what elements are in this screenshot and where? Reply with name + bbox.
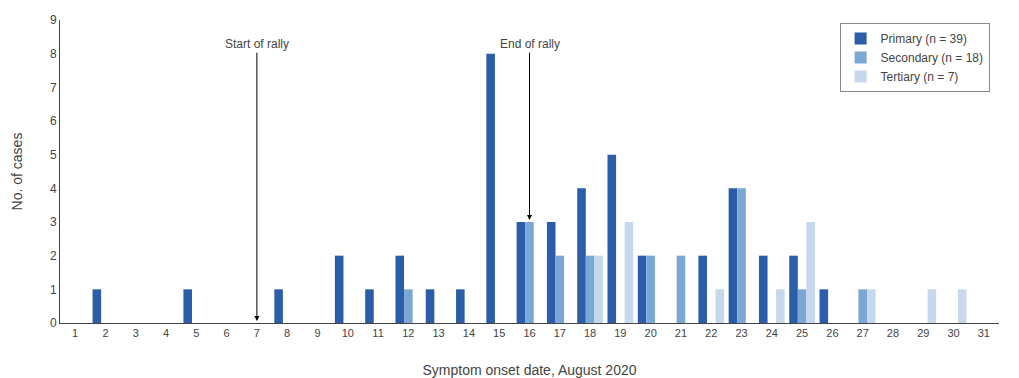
svg-text:9: 9	[314, 327, 320, 339]
svg-text:4: 4	[50, 182, 57, 196]
svg-text:14: 14	[463, 327, 475, 339]
svg-text:13: 13	[433, 327, 445, 339]
svg-text:25: 25	[796, 327, 808, 339]
svg-text:7: 7	[254, 327, 260, 339]
svg-text:20: 20	[645, 327, 657, 339]
svg-text:22: 22	[705, 327, 717, 339]
svg-text:Primary (n = 39): Primary (n = 39)	[881, 32, 967, 46]
svg-text:Symptom onset date, August 202: Symptom onset date, August 2020	[422, 362, 636, 378]
svg-text:31: 31	[978, 327, 990, 339]
svg-text:8: 8	[284, 327, 290, 339]
svg-text:1: 1	[50, 283, 57, 297]
svg-text:7: 7	[50, 81, 57, 95]
svg-text:1: 1	[72, 327, 78, 339]
svg-text:9: 9	[50, 13, 57, 27]
svg-text:12: 12	[402, 327, 414, 339]
svg-text:27: 27	[857, 327, 869, 339]
svg-text:Tertiary (n = 7): Tertiary (n = 7)	[881, 70, 959, 84]
svg-text:10: 10	[342, 327, 354, 339]
svg-text:6: 6	[224, 327, 230, 339]
svg-text:29: 29	[917, 327, 929, 339]
svg-text:23: 23	[735, 327, 747, 339]
svg-text:4: 4	[163, 327, 169, 339]
svg-text:24: 24	[766, 327, 778, 339]
svg-text:2: 2	[102, 327, 108, 339]
svg-text:15: 15	[493, 327, 505, 339]
svg-text:Start of rally: Start of rally	[225, 37, 289, 51]
svg-text:6: 6	[50, 114, 57, 128]
svg-text:30: 30	[947, 327, 959, 339]
svg-text:16: 16	[523, 327, 535, 339]
svg-text:11: 11	[372, 327, 383, 339]
svg-text:3: 3	[133, 327, 139, 339]
svg-text:5: 5	[193, 327, 199, 339]
svg-text:5: 5	[50, 148, 57, 162]
svg-text:0: 0	[50, 316, 57, 330]
svg-text:End of rally: End of rally	[500, 37, 560, 51]
svg-text:3: 3	[50, 215, 57, 229]
svg-text:2: 2	[50, 249, 57, 263]
svg-text:28: 28	[887, 327, 899, 339]
svg-text:No. of cases: No. of cases	[9, 133, 25, 211]
svg-text:17: 17	[554, 327, 566, 339]
svg-text:26: 26	[826, 327, 838, 339]
svg-text:18: 18	[584, 327, 596, 339]
svg-text:19: 19	[614, 327, 626, 339]
svg-text:21: 21	[675, 327, 687, 339]
svg-text:8: 8	[50, 47, 57, 61]
svg-text:Secondary (n = 18): Secondary (n = 18)	[881, 51, 983, 65]
